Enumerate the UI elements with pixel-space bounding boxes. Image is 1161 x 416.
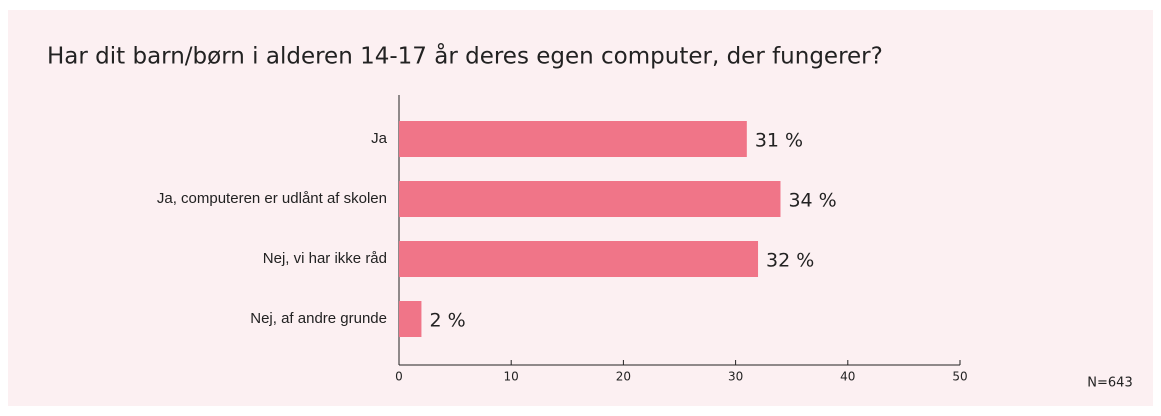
x-tick-label: 30 xyxy=(728,370,743,384)
category-label: Ja, computeren er udlånt af skolen xyxy=(157,190,387,207)
value-label: 31 % xyxy=(755,130,803,152)
x-tick-label: 50 xyxy=(952,370,967,384)
bar xyxy=(399,241,759,277)
bar xyxy=(399,301,422,337)
category-label: Nej, af andre grunde xyxy=(250,310,387,327)
annotation: N=643 xyxy=(1087,376,1132,391)
x-tick-label: 10 xyxy=(504,370,519,384)
x-tick-label: 40 xyxy=(840,370,855,384)
category-label: Nej, vi har ikke råd xyxy=(263,250,387,267)
x-tick-label: 20 xyxy=(616,370,631,384)
chart-title: Har dit barn/børn i alderen 14-17 år der… xyxy=(47,42,883,70)
value-label: 34 % xyxy=(788,190,836,212)
bar xyxy=(399,181,781,217)
value-label: 32 % xyxy=(766,250,814,272)
x-tick-label: 0 xyxy=(395,370,403,384)
category-label: Ja xyxy=(371,130,388,147)
bar xyxy=(399,121,747,157)
value-label: 2 % xyxy=(429,310,465,332)
